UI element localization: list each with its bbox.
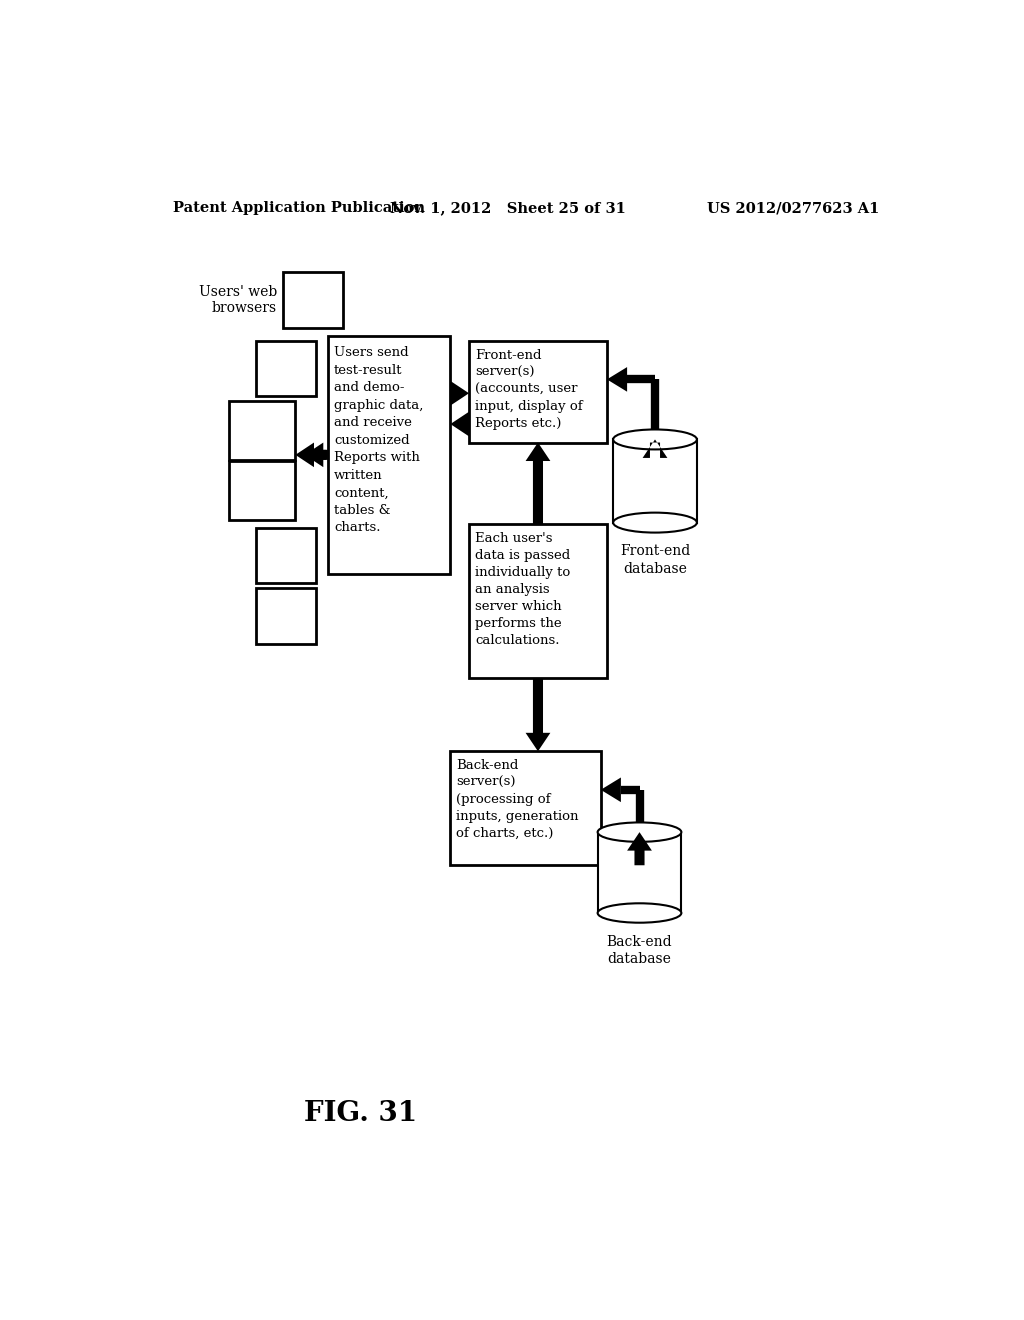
FancyArrow shape — [525, 442, 550, 524]
Bar — [450, 751, 601, 866]
Text: Users' web
browsers: Users' web browsers — [199, 285, 276, 315]
Ellipse shape — [613, 512, 697, 532]
Bar — [256, 341, 316, 396]
Text: Each user's
data is passed
individually to
an analysis
server which
performs the: Each user's data is passed individually … — [475, 532, 570, 647]
Bar — [228, 461, 295, 520]
Text: Back-end
database: Back-end database — [606, 935, 673, 966]
Text: US 2012/0277623 A1: US 2012/0277623 A1 — [708, 202, 880, 215]
Bar — [328, 335, 451, 574]
Bar — [283, 272, 343, 327]
FancyArrow shape — [601, 777, 621, 803]
FancyArrow shape — [451, 381, 469, 405]
FancyArrow shape — [643, 440, 668, 458]
Bar — [598, 832, 681, 913]
Text: Users send
test-result
and demo-
graphic data,
and receive
customized
Reports wi: Users send test-result and demo- graphic… — [334, 346, 424, 535]
Text: Front-end
server(s)
(accounts, user
input, display of
Reports etc.): Front-end server(s) (accounts, user inpu… — [475, 348, 583, 429]
Bar — [256, 589, 316, 644]
Ellipse shape — [598, 822, 681, 842]
FancyArrow shape — [525, 678, 550, 751]
FancyArrow shape — [627, 832, 652, 866]
FancyArrow shape — [451, 412, 469, 437]
Bar — [469, 524, 607, 678]
Ellipse shape — [598, 903, 681, 923]
Text: FIG. 31: FIG. 31 — [304, 1100, 417, 1127]
Text: Nov. 1, 2012   Sheet 25 of 31: Nov. 1, 2012 Sheet 25 of 31 — [390, 202, 626, 215]
Bar — [613, 440, 697, 523]
Bar — [256, 528, 316, 583]
Bar — [469, 341, 607, 442]
Text: Front-end
database: Front-end database — [620, 544, 690, 576]
Text: Patent Application Publication: Patent Application Publication — [173, 202, 425, 215]
Bar — [228, 401, 295, 461]
Text: Back-end
server(s)
(processing of
inputs, generation
of charts, etc.): Back-end server(s) (processing of inputs… — [456, 759, 579, 840]
Ellipse shape — [613, 429, 697, 449]
FancyArrow shape — [607, 367, 627, 392]
FancyArrow shape — [305, 442, 327, 467]
FancyArrow shape — [295, 442, 328, 467]
